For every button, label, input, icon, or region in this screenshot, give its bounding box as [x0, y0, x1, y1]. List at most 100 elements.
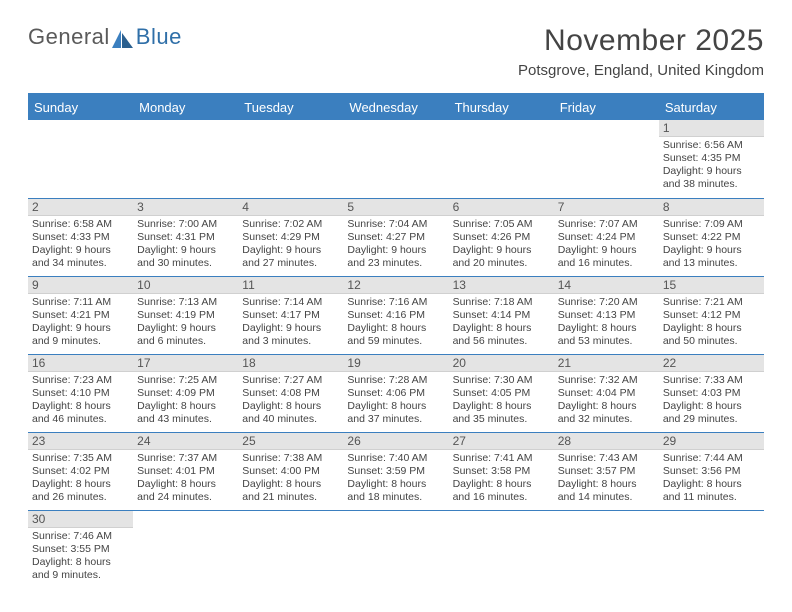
daylight-text: Daylight: 8 hours and 16 minutes. — [453, 478, 550, 504]
day-details: Sunrise: 7:16 AMSunset: 4:16 PMDaylight:… — [343, 294, 448, 352]
daylight-text: Daylight: 8 hours and 46 minutes. — [32, 400, 129, 426]
weekday-head: Friday — [554, 95, 659, 120]
day-details: Sunrise: 7:14 AMSunset: 4:17 PMDaylight:… — [238, 294, 343, 352]
day-number: 11 — [238, 277, 343, 294]
sunrise-text: Sunrise: 7:04 AM — [347, 218, 444, 231]
day-number: 12 — [343, 277, 448, 294]
sunset-text: Sunset: 3:58 PM — [453, 465, 550, 478]
sunset-text: Sunset: 4:26 PM — [453, 231, 550, 244]
sunrise-text: Sunrise: 7:27 AM — [242, 374, 339, 387]
calendar-cell — [554, 120, 659, 198]
day-details: Sunrise: 7:18 AMSunset: 4:14 PMDaylight:… — [449, 294, 554, 352]
location: Potsgrove, England, United Kingdom — [518, 62, 764, 79]
calendar-cell: 30Sunrise: 7:46 AMSunset: 3:55 PMDayligh… — [28, 510, 133, 588]
daylight-text: Daylight: 8 hours and 18 minutes. — [347, 478, 444, 504]
day-number: 25 — [238, 433, 343, 450]
calendar-cell: 17Sunrise: 7:25 AMSunset: 4:09 PMDayligh… — [133, 354, 238, 432]
sunrise-text: Sunrise: 7:13 AM — [137, 296, 234, 309]
sunrise-text: Sunrise: 7:23 AM — [32, 374, 129, 387]
day-number: 1 — [659, 120, 764, 137]
weekday-header-row: Sunday Monday Tuesday Wednesday Thursday… — [28, 95, 764, 120]
daylight-text: Daylight: 8 hours and 43 minutes. — [137, 400, 234, 426]
sunset-text: Sunset: 4:13 PM — [558, 309, 655, 322]
day-number: 30 — [28, 511, 133, 528]
sunrise-text: Sunrise: 7:21 AM — [663, 296, 760, 309]
calendar-cell: 23Sunrise: 7:35 AMSunset: 4:02 PMDayligh… — [28, 432, 133, 510]
daylight-text: Daylight: 9 hours and 16 minutes. — [558, 244, 655, 270]
calendar-cell: 19Sunrise: 7:28 AMSunset: 4:06 PMDayligh… — [343, 354, 448, 432]
day-number: 2 — [28, 199, 133, 216]
sunrise-text: Sunrise: 7:37 AM — [137, 452, 234, 465]
calendar-cell: 18Sunrise: 7:27 AMSunset: 4:08 PMDayligh… — [238, 354, 343, 432]
day-number: 14 — [554, 277, 659, 294]
calendar-cell: 29Sunrise: 7:44 AMSunset: 3:56 PMDayligh… — [659, 432, 764, 510]
day-details: Sunrise: 7:00 AMSunset: 4:31 PMDaylight:… — [133, 216, 238, 274]
sunrise-text: Sunrise: 7:38 AM — [242, 452, 339, 465]
day-details: Sunrise: 7:27 AMSunset: 4:08 PMDaylight:… — [238, 372, 343, 430]
calendar-cell: 10Sunrise: 7:13 AMSunset: 4:19 PMDayligh… — [133, 276, 238, 354]
daylight-text: Daylight: 8 hours and 26 minutes. — [32, 478, 129, 504]
day-number: 9 — [28, 277, 133, 294]
sunrise-text: Sunrise: 7:25 AM — [137, 374, 234, 387]
calendar-cell: 27Sunrise: 7:41 AMSunset: 3:58 PMDayligh… — [449, 432, 554, 510]
sunset-text: Sunset: 4:00 PM — [242, 465, 339, 478]
daylight-text: Daylight: 9 hours and 20 minutes. — [453, 244, 550, 270]
calendar-cell: 20Sunrise: 7:30 AMSunset: 4:05 PMDayligh… — [449, 354, 554, 432]
weekday-head: Tuesday — [238, 95, 343, 120]
calendar-cell: 7Sunrise: 7:07 AMSunset: 4:24 PMDaylight… — [554, 198, 659, 276]
daylight-text: Daylight: 8 hours and 9 minutes. — [32, 556, 129, 582]
calendar-row: 1Sunrise: 6:56 AMSunset: 4:35 PMDaylight… — [28, 120, 764, 198]
day-details: Sunrise: 7:35 AMSunset: 4:02 PMDaylight:… — [28, 450, 133, 508]
day-details: Sunrise: 7:21 AMSunset: 4:12 PMDaylight:… — [659, 294, 764, 352]
day-details: Sunrise: 7:04 AMSunset: 4:27 PMDaylight:… — [343, 216, 448, 274]
day-number: 13 — [449, 277, 554, 294]
logo-text-1: General — [28, 24, 110, 50]
day-number: 16 — [28, 355, 133, 372]
day-details: Sunrise: 7:13 AMSunset: 4:19 PMDaylight:… — [133, 294, 238, 352]
day-details: Sunrise: 7:30 AMSunset: 4:05 PMDaylight:… — [449, 372, 554, 430]
sunrise-text: Sunrise: 7:09 AM — [663, 218, 760, 231]
day-details: Sunrise: 7:07 AMSunset: 4:24 PMDaylight:… — [554, 216, 659, 274]
calendar-cell: 28Sunrise: 7:43 AMSunset: 3:57 PMDayligh… — [554, 432, 659, 510]
daylight-text: Daylight: 8 hours and 56 minutes. — [453, 322, 550, 348]
sunset-text: Sunset: 4:12 PM — [663, 309, 760, 322]
daylight-text: Daylight: 8 hours and 53 minutes. — [558, 322, 655, 348]
day-number: 26 — [343, 433, 448, 450]
day-details: Sunrise: 7:44 AMSunset: 3:56 PMDaylight:… — [659, 450, 764, 508]
day-number: 23 — [28, 433, 133, 450]
sunset-text: Sunset: 4:17 PM — [242, 309, 339, 322]
sunset-text: Sunset: 4:05 PM — [453, 387, 550, 400]
day-number: 22 — [659, 355, 764, 372]
day-number: 17 — [133, 355, 238, 372]
day-details: Sunrise: 7:40 AMSunset: 3:59 PMDaylight:… — [343, 450, 448, 508]
daylight-text: Daylight: 8 hours and 37 minutes. — [347, 400, 444, 426]
header: General Blue November 2025 Potsgrove, En… — [28, 24, 764, 79]
calendar-table: Sunday Monday Tuesday Wednesday Thursday… — [28, 95, 764, 588]
calendar-cell: 8Sunrise: 7:09 AMSunset: 4:22 PMDaylight… — [659, 198, 764, 276]
calendar-cell: 15Sunrise: 7:21 AMSunset: 4:12 PMDayligh… — [659, 276, 764, 354]
day-details: Sunrise: 7:38 AMSunset: 4:00 PMDaylight:… — [238, 450, 343, 508]
calendar-cell: 9Sunrise: 7:11 AMSunset: 4:21 PMDaylight… — [28, 276, 133, 354]
sunset-text: Sunset: 4:19 PM — [137, 309, 234, 322]
calendar-cell — [343, 510, 448, 588]
day-number: 27 — [449, 433, 554, 450]
day-number: 18 — [238, 355, 343, 372]
day-details: Sunrise: 7:20 AMSunset: 4:13 PMDaylight:… — [554, 294, 659, 352]
sunset-text: Sunset: 4:04 PM — [558, 387, 655, 400]
calendar-cell — [449, 120, 554, 198]
sunset-text: Sunset: 4:22 PM — [663, 231, 760, 244]
day-number: 19 — [343, 355, 448, 372]
sunset-text: Sunset: 4:27 PM — [347, 231, 444, 244]
daylight-text: Daylight: 8 hours and 24 minutes. — [137, 478, 234, 504]
sunset-text: Sunset: 3:55 PM — [32, 543, 129, 556]
calendar-cell: 4Sunrise: 7:02 AMSunset: 4:29 PMDaylight… — [238, 198, 343, 276]
daylight-text: Daylight: 8 hours and 40 minutes. — [242, 400, 339, 426]
sunset-text: Sunset: 4:35 PM — [663, 152, 760, 165]
calendar-cell: 16Sunrise: 7:23 AMSunset: 4:10 PMDayligh… — [28, 354, 133, 432]
day-details: Sunrise: 7:37 AMSunset: 4:01 PMDaylight:… — [133, 450, 238, 508]
day-number: 29 — [659, 433, 764, 450]
calendar-row: 9Sunrise: 7:11 AMSunset: 4:21 PMDaylight… — [28, 276, 764, 354]
sunrise-text: Sunrise: 7:00 AM — [137, 218, 234, 231]
calendar-cell: 14Sunrise: 7:20 AMSunset: 4:13 PMDayligh… — [554, 276, 659, 354]
sunset-text: Sunset: 4:01 PM — [137, 465, 234, 478]
